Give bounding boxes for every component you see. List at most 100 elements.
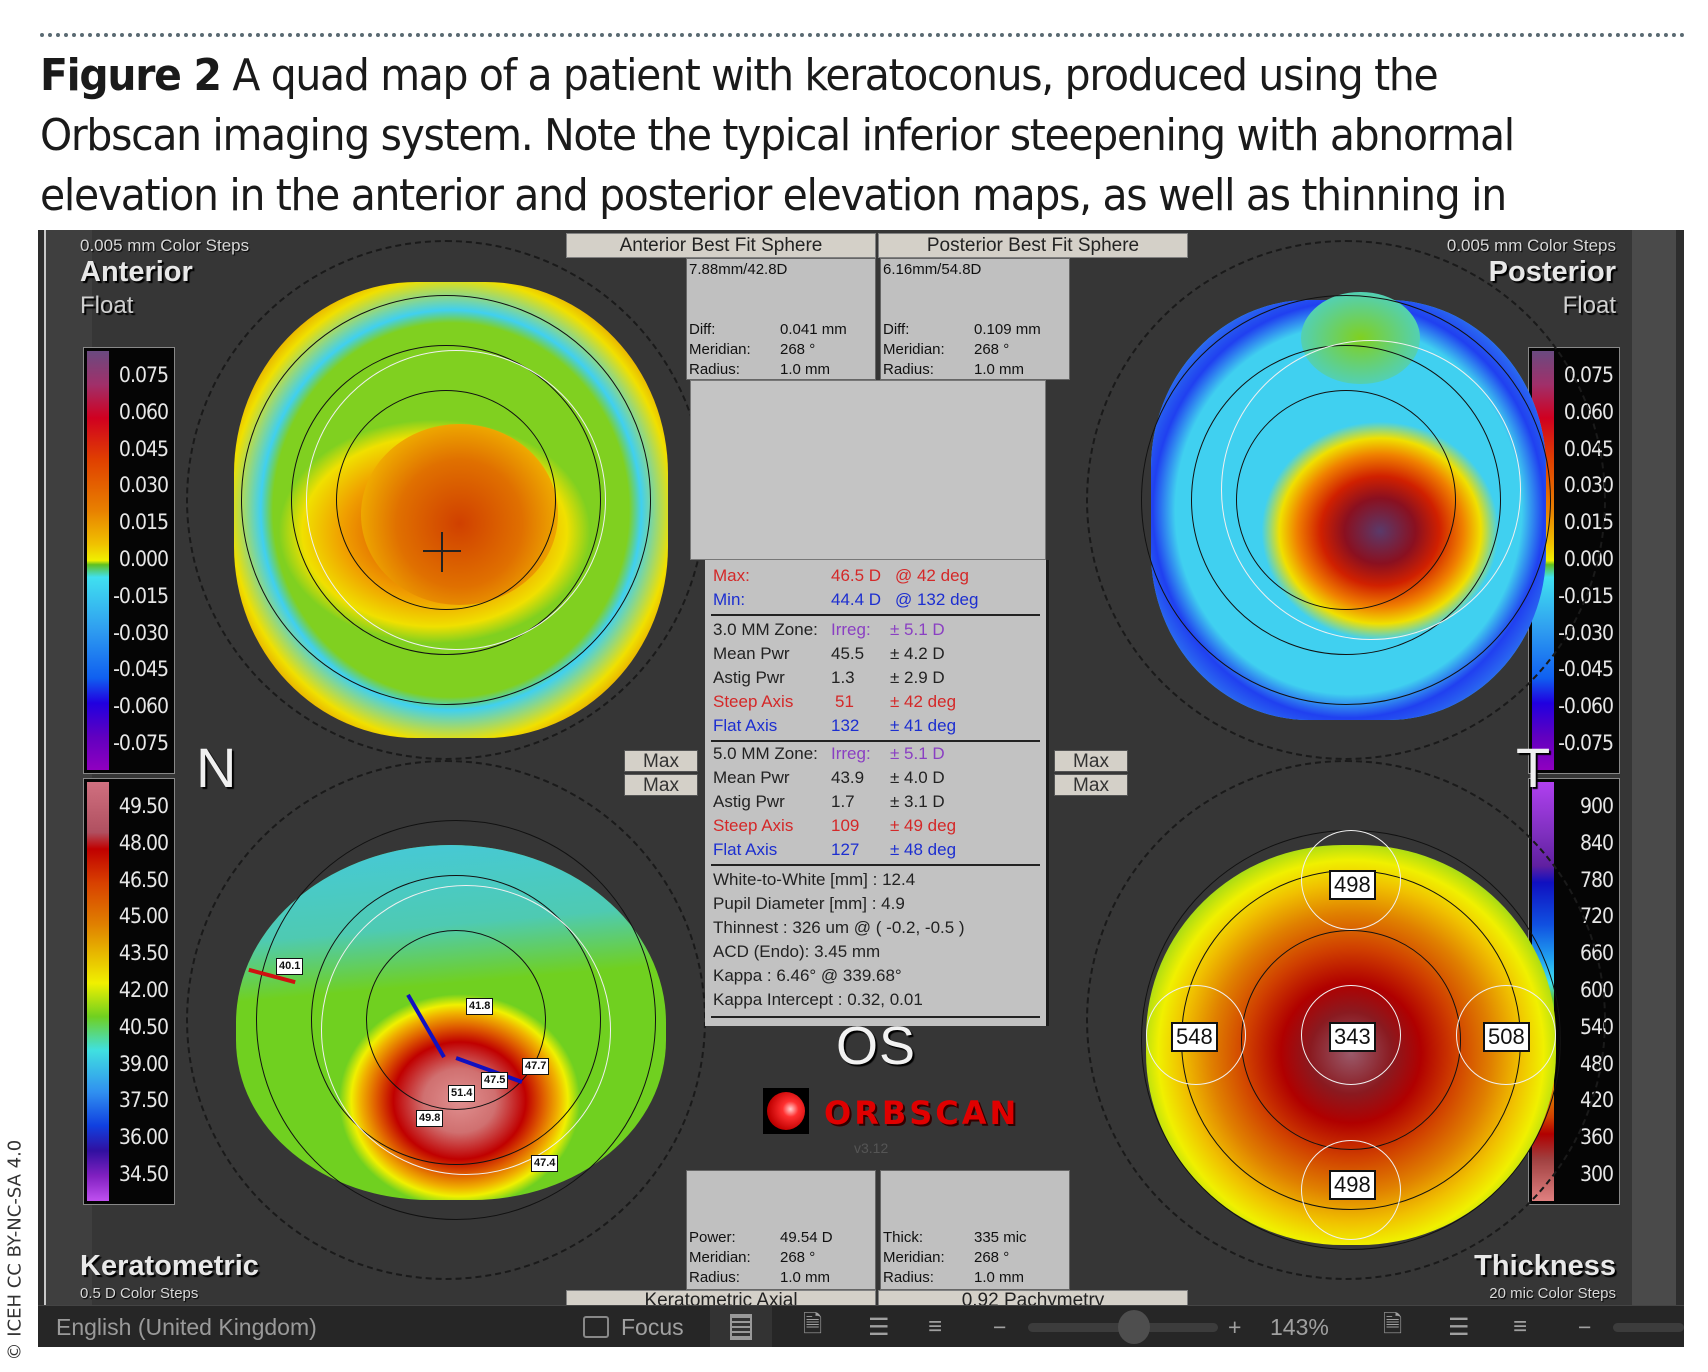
- thinnest-point: Thinnest : 326 um @ ( -0.2, -0.5 ): [713, 918, 965, 937]
- dotted-divider: [40, 33, 1686, 37]
- max-axis: @ 42 deg: [895, 566, 969, 585]
- status-bar: English (United Kingdom) Focus 🗎 ☰ ≡ − +…: [38, 1305, 1684, 1347]
- legend-tick: 48.00: [118, 831, 169, 855]
- min-axis: @ 132 deg: [895, 590, 979, 609]
- legend-tick: 43.50: [118, 941, 169, 965]
- zoom-level[interactable]: 143%: [1270, 1313, 1329, 1340]
- thickness-point-panel: Thick: 335 mic Meridian: 268 ° Radius: 1…: [880, 1170, 1070, 1290]
- diff-label: Diff:: [689, 321, 716, 338]
- radius-value: 1.0 mm: [974, 361, 1025, 378]
- plus-icon: +: [1228, 1313, 1242, 1340]
- anterior-subtitle: Float: [80, 292, 134, 319]
- outline-button-2[interactable]: ☰: [1448, 1312, 1470, 1342]
- legend-tick: -0.075: [113, 731, 169, 755]
- right-gutter: [1632, 230, 1676, 1305]
- thickness-value-left: 548: [1171, 1022, 1218, 1052]
- keratometric-point-panel: Power: 49.54 D Meridian: 268 ° Radius: 1…: [686, 1170, 876, 1290]
- steep-axis-sd: ± 42 deg: [890, 692, 957, 711]
- crosshair-icon: [441, 532, 443, 572]
- max-button-keratometric[interactable]: Max: [624, 774, 698, 796]
- zoom-slider-knob[interactable]: [1118, 1310, 1150, 1344]
- zoom-out-button-2[interactable]: −: [1578, 1312, 1591, 1342]
- nasal-label: N: [196, 736, 237, 799]
- focus-icon: [583, 1316, 609, 1338]
- anterior-color-steps: 0.005 mm Color Steps: [80, 236, 250, 255]
- focus-label: Focus: [621, 1313, 684, 1340]
- legend-tick: -0.045: [1558, 657, 1614, 681]
- legend-tick: 300: [1579, 1162, 1614, 1186]
- meridian-value: 268 °: [974, 1249, 1010, 1266]
- legend-tick: 37.50: [118, 1088, 169, 1112]
- legend-tick: 840: [1579, 831, 1614, 855]
- zoom-out-button[interactable]: −: [993, 1312, 1006, 1342]
- legend-tick: 780: [1579, 868, 1614, 892]
- anterior-float-map[interactable]: [186, 240, 716, 760]
- posterior-best-fit-sphere-button[interactable]: Posterior Best Fit Sphere: [878, 233, 1188, 258]
- zoom-slider-2[interactable]: [1613, 1323, 1684, 1332]
- keratometric-title: Keratometric: [80, 1250, 259, 1282]
- thickness-value-center: 343: [1329, 1022, 1376, 1052]
- legend-tick: 360: [1579, 1125, 1614, 1149]
- blank-panel: [690, 380, 1046, 560]
- outline-button[interactable]: ☰: [868, 1312, 890, 1342]
- irreg-label: Irreg:: [831, 744, 871, 763]
- minus-icon: −: [1578, 1313, 1592, 1340]
- elevation-color-bar: [87, 351, 109, 770]
- thickness-value-top: 498: [1329, 870, 1376, 900]
- k-value-label: 47.7: [522, 1058, 550, 1075]
- posterior-bfs-value: 6.16mm/54.8D: [883, 261, 982, 278]
- power-label: Power:: [689, 1229, 736, 1246]
- diff-label: Diff:: [883, 321, 910, 338]
- legend-tick: 39.00: [118, 1052, 169, 1076]
- legend-tick: 900: [1579, 794, 1614, 818]
- language-indicator[interactable]: English (United Kingdom): [56, 1314, 317, 1340]
- max-button-posterior[interactable]: Max: [1054, 750, 1128, 772]
- focus-button[interactable]: Focus: [583, 1312, 684, 1342]
- legend-tick: -0.045: [113, 657, 169, 681]
- posterior-float-map[interactable]: [1086, 240, 1616, 760]
- radius-value: 1.0 mm: [780, 1269, 831, 1286]
- thickness-title: Thickness: [1474, 1250, 1616, 1282]
- radius-label: Radius:: [689, 361, 740, 378]
- k-value-label: 51.4: [448, 1085, 476, 1102]
- radius-value: 1.0 mm: [780, 361, 831, 378]
- astig-pwr-sd: ± 3.1 D: [890, 792, 945, 811]
- meridian-label: Meridian:: [689, 341, 751, 358]
- legend-tick: -0.075: [1558, 731, 1614, 755]
- legend-tick: 46.50: [118, 868, 169, 892]
- steep-axis-sd: ± 49 deg: [890, 816, 957, 835]
- web-layout-button[interactable]: 🗎: [803, 1311, 822, 1342]
- thickness-value-right: 508: [1483, 1022, 1530, 1052]
- mean-pwr-sd: ± 4.2 D: [890, 644, 945, 663]
- legend-tick: 0.060: [118, 400, 169, 424]
- thick-label: Thick:: [883, 1229, 924, 1246]
- meridian-value: 268 °: [780, 341, 816, 358]
- draft-button-2[interactable]: ≡: [1513, 1312, 1527, 1342]
- print-layout-button[interactable]: [710, 1306, 772, 1347]
- anterior-best-fit-sphere-button[interactable]: Anterior Best Fit Sphere: [566, 233, 876, 258]
- radius-label: Radius:: [883, 361, 934, 378]
- web-layout-button-2[interactable]: 🗎: [1383, 1311, 1402, 1342]
- zoom-in-button[interactable]: +: [1228, 1312, 1241, 1342]
- min-value: 44.4 D: [831, 590, 882, 609]
- pachymetry-map[interactable]: 498 548 343 508 498: [1086, 760, 1616, 1290]
- legend-tick: 34.50: [118, 1162, 169, 1186]
- max-button-anterior[interactable]: Max: [624, 750, 698, 772]
- legend-tick: 0.075: [118, 363, 169, 387]
- mean-pwr-label: Mean Pwr: [713, 644, 790, 663]
- radius-label: Radius:: [883, 1269, 934, 1286]
- print-layout-icon: [730, 1314, 752, 1340]
- diff-value: 0.109 mm: [974, 321, 1041, 338]
- draft-button[interactable]: ≡: [928, 1312, 942, 1342]
- astig-pwr-sd: ± 2.9 D: [890, 668, 945, 687]
- orbscan-logo-text: ORBSCAN: [824, 1094, 1020, 1132]
- white-to-white: White-to-White [mm] : 12.4: [713, 870, 916, 889]
- anterior-bfs-value: 7.88mm/42.8D: [689, 261, 788, 278]
- keratometry-stats-panel: Max: 46.5 D @ 42 deg Min: 44.4 D @ 132 d…: [705, 560, 1049, 1026]
- degree-dial: [1086, 760, 1606, 1280]
- mean-pwr-label: Mean Pwr: [713, 768, 790, 787]
- keratometric-axial-map[interactable]: 40.1 41.8 47.7 47.5 51.4 49.8 47.4: [186, 760, 716, 1290]
- irreg-label: Irreg:: [831, 620, 871, 639]
- max-button-thickness[interactable]: Max: [1054, 774, 1128, 796]
- irreg-value: ± 5.1 D: [890, 620, 945, 639]
